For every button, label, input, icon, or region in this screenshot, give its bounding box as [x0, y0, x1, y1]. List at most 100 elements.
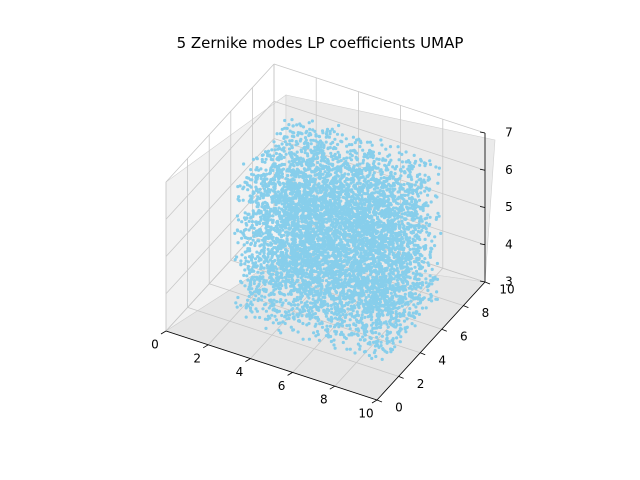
- scatter-point: [256, 254, 260, 259]
- scatter-point: [391, 253, 395, 257]
- scatter-point: [391, 244, 395, 248]
- scatter-point: [426, 261, 430, 265]
- scatter-point: [372, 209, 376, 213]
- scatter-point: [399, 246, 403, 250]
- scatter-point: [350, 143, 354, 147]
- scatter-point: [355, 259, 359, 263]
- scatter-point: [290, 130, 295, 134]
- scatter-point: [417, 293, 422, 297]
- scatter-point: [259, 276, 264, 280]
- scatter-point: [406, 210, 410, 214]
- scatter-point: [402, 198, 406, 202]
- scatter-point: [357, 190, 361, 194]
- scatter-point: [297, 268, 301, 272]
- scatter-point: [359, 248, 363, 252]
- scatter-point: [417, 263, 421, 267]
- scatter-point: [310, 301, 314, 305]
- scatter-point: [360, 326, 364, 330]
- scatter-point: [362, 155, 366, 159]
- scatter-point: [413, 324, 417, 328]
- scatter-point: [269, 275, 273, 279]
- scatter-point: [417, 285, 421, 289]
- scatter-point: [324, 140, 328, 144]
- scatter-point: [349, 304, 353, 308]
- scatter-point: [241, 198, 245, 202]
- scatter-point: [408, 307, 412, 311]
- scatter-point: [286, 187, 290, 191]
- scatter-point: [366, 303, 370, 307]
- scatter-point: [294, 196, 298, 200]
- scatter-point: [255, 264, 259, 268]
- scatter-point: [386, 212, 390, 216]
- scatter-point: [419, 159, 423, 163]
- scatter-point: [322, 143, 326, 147]
- scatter-point: [314, 261, 318, 266]
- scatter-point: [334, 177, 338, 181]
- scatter-point: [385, 350, 389, 354]
- scatter-point: [295, 167, 299, 171]
- scatter-point: [287, 227, 291, 231]
- scatter-point: [417, 249, 421, 253]
- scatter-point: [313, 145, 317, 149]
- scatter-point: [390, 310, 394, 315]
- scatter-point: [357, 284, 361, 288]
- scatter-point: [291, 234, 295, 238]
- scatter-point: [250, 253, 254, 257]
- scatter-point: [259, 167, 263, 171]
- scatter-point: [358, 162, 362, 166]
- scatter-point: [280, 202, 284, 206]
- scatter-points: [233, 118, 443, 361]
- scatter-point: [278, 181, 282, 186]
- scatter-point: [263, 303, 267, 307]
- scatter-point: [246, 176, 251, 180]
- scatter-point: [324, 279, 329, 283]
- scatter-point: [413, 227, 418, 232]
- scatter-point: [296, 290, 300, 294]
- scatter-point: [346, 251, 350, 256]
- scatter-point: [425, 230, 429, 234]
- scatter-point: [375, 297, 380, 301]
- scatter-point: [365, 153, 369, 157]
- scatter-point: [366, 275, 370, 279]
- scatter-point: [379, 325, 383, 330]
- scatter-point: [325, 259, 329, 263]
- gridline-z-back: [273, 138, 486, 208]
- scatter-point: [389, 231, 393, 235]
- scatter-point: [324, 334, 328, 338]
- scatter-point: [239, 259, 243, 263]
- scatter-point: [275, 267, 279, 271]
- scatter-point: [346, 172, 350, 176]
- scatter-point: [255, 197, 259, 202]
- scatter-point: [265, 201, 269, 206]
- scatter-point: [301, 321, 305, 326]
- scatter-point: [294, 190, 298, 195]
- scatter-point: [307, 133, 311, 138]
- scatter-point: [353, 212, 358, 216]
- scatter-point: [369, 329, 373, 333]
- scatter-point: [397, 305, 401, 310]
- scatter-point: [337, 185, 341, 189]
- scatter-point: [363, 262, 367, 266]
- scatter-point: [414, 243, 418, 247]
- scatter-point: [295, 123, 299, 127]
- scatter-point: [311, 297, 315, 301]
- scatter-point: [361, 335, 365, 339]
- scatter-point: [248, 249, 252, 253]
- scatter-point: [338, 332, 343, 337]
- scatter-point: [370, 323, 374, 327]
- scatter-point: [356, 333, 360, 337]
- scatter-point: [415, 236, 419, 240]
- scatter-point: [355, 217, 359, 221]
- scatter-point: [382, 213, 386, 217]
- scatter-point: [235, 305, 239, 309]
- scatter-point: [264, 168, 268, 172]
- scatter-point: [339, 278, 343, 282]
- scatter-point: [392, 288, 396, 292]
- scatter-point: [319, 300, 323, 304]
- scatter-point: [324, 314, 328, 318]
- scatter-point: [395, 286, 399, 290]
- scatter-point: [409, 230, 413, 234]
- scatter-point: [400, 235, 404, 240]
- scatter-point: [410, 322, 414, 326]
- scatter-point: [333, 346, 337, 350]
